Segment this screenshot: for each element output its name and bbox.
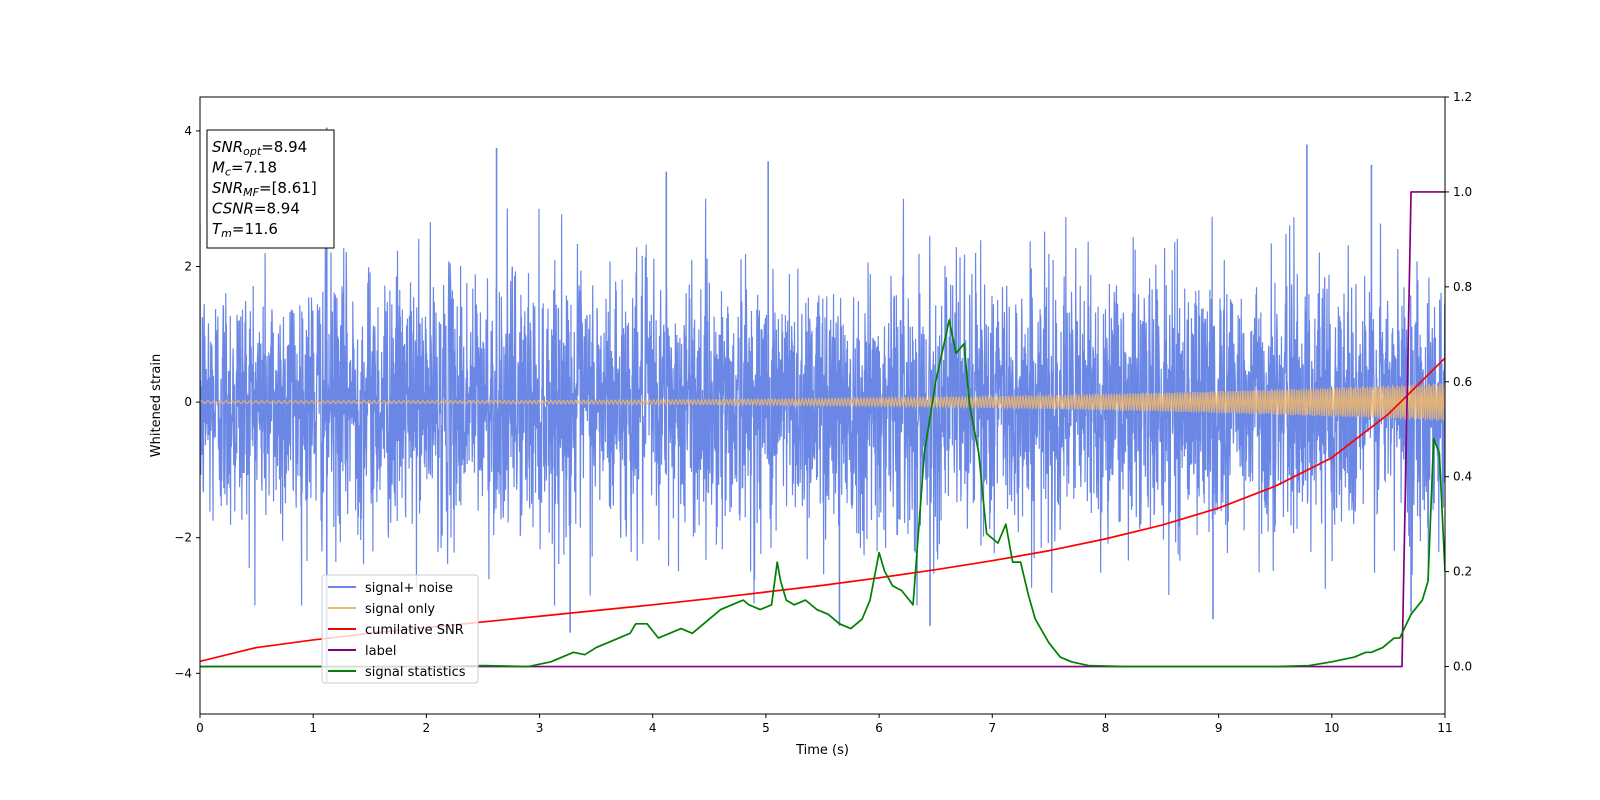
y2-tick-label: 0.4 — [1453, 470, 1472, 484]
series-signal-statistics — [200, 319, 1445, 668]
y2-tick-label: 0.6 — [1453, 375, 1472, 389]
annotation-line: SNRopt=8.94 — [212, 138, 307, 158]
annotation-frame — [206, 129, 335, 249]
x-tick-label: 4 — [649, 721, 657, 735]
y-tick-label: 4 — [184, 124, 192, 138]
annotation-line: Mc=7.18 — [212, 159, 277, 179]
y-tick-label: 0 — [184, 395, 192, 409]
y-tick-label: −2 — [174, 531, 192, 545]
legend-entry: signal only — [328, 602, 435, 617]
legend: signal+ noise signal only cumilative SNR la… — [321, 574, 479, 684]
annotation-line: SNRMF=[8.61] — [212, 179, 317, 199]
x-axis: 0 1 2 3 4 5 6 7 8 9 10 11 — [196, 714, 1453, 735]
x-tick-label: 5 — [762, 721, 770, 735]
y-axis-right: 0.0 0.2 0.4 0.6 0.8 1.0 1.2 — [1445, 90, 1472, 674]
x-tick-label: 7 — [988, 721, 996, 735]
y2-tick-label: 0.0 — [1453, 660, 1472, 674]
axes-frame — [199, 96, 1446, 715]
y2-tick-label: 1.2 — [1453, 90, 1472, 104]
legend-frame — [321, 574, 479, 684]
x-tick-label: 10 — [1324, 721, 1339, 735]
x-tick-label: 8 — [1102, 721, 1110, 735]
x-tick-label: 2 — [423, 721, 431, 735]
x-tick-label: 0 — [196, 721, 204, 735]
x-tick-label: 6 — [875, 721, 883, 735]
legend-entry: signal statistics — [328, 665, 466, 680]
series-signal-only — [200, 383, 1445, 422]
plot-area — [200, 127, 1445, 684]
legend-label: signal only — [365, 602, 435, 617]
legend-label: signal statistics — [365, 665, 466, 680]
x-tick-label: 11 — [1437, 721, 1452, 735]
y-tick-label: −4 — [174, 666, 192, 680]
legend-entry: cumilative SNR — [328, 623, 464, 638]
y2-tick-label: 0.8 — [1453, 280, 1472, 294]
legend-entry: signal+ noise — [328, 581, 453, 596]
x-tick-label: 9 — [1215, 721, 1223, 735]
x-tick-label: 3 — [536, 721, 544, 735]
legend-label: label — [365, 644, 396, 659]
y-axis-label: Whitened strain — [149, 354, 164, 457]
x-tick-label: 1 — [309, 721, 317, 735]
legend-label: signal+ noise — [365, 581, 453, 596]
annotation-line: CSNR=8.94 — [212, 200, 300, 218]
x-axis-label: Time (s) — [795, 743, 849, 758]
y2-tick-label: 1.0 — [1453, 185, 1472, 199]
y2-tick-label: 0.2 — [1453, 565, 1472, 579]
legend-label: cumilative SNR — [365, 623, 464, 638]
legend-entry: label — [328, 644, 396, 659]
annotation-line: Tm=11.6 — [212, 220, 278, 240]
series-label — [200, 191, 1445, 668]
y-tick-label: 2 — [184, 260, 192, 274]
y-axis-left: −4 −2 0 2 4 — [174, 124, 200, 680]
